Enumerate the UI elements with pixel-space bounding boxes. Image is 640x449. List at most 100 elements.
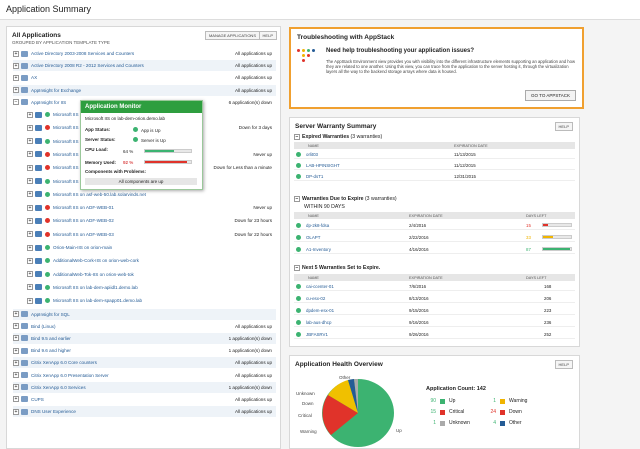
application-name[interactable]: Orion-Main-IIS on orion-main	[53, 245, 113, 250]
server-name[interactable]: lab-aus-dhcp	[306, 319, 332, 325]
manage-applications-button[interactable]: MANAGE APPLICATIONS	[204, 31, 260, 40]
next-warranty-row[interactable]: dpdem-esx-01 9/15/2016 223	[294, 306, 575, 315]
server-name[interactable]: LAB-HPINSIGHT	[306, 162, 340, 168]
expand-icon[interactable]: +	[27, 178, 33, 184]
expand-icon[interactable]: +	[13, 347, 19, 354]
application-name[interactable]: Microsoft IIS on asf-web-50.lab.solarvin…	[53, 191, 146, 197]
server-name[interactable]: A1-Inventory	[306, 246, 331, 252]
application-name[interactable]: AppInsight for Exchange	[31, 87, 82, 93]
application-name[interactable]: Bind 9.6 and higher	[31, 348, 71, 354]
application-name[interactable]: Microsoft IIS on lab-dem-apiidl1.demo.la…	[53, 284, 138, 290]
legend-item[interactable]: 1 Warning	[486, 398, 527, 404]
legend-item[interactable]: 24 Down	[486, 409, 521, 415]
expand-icon[interactable]: +	[13, 372, 19, 378]
expand-icon[interactable]: +	[27, 217, 33, 224]
application-name[interactable]: Microsoft IIS on	[53, 178, 85, 184]
application-name[interactable]: AppInsight for IIS	[31, 99, 67, 105]
expand-icon[interactable]: +	[13, 323, 19, 330]
application-group-row[interactable]: + Microsoft IIS on lab-dem-apiidl1.demo.l…	[13, 282, 276, 293]
legend-item[interactable]: 4 Other	[486, 420, 521, 426]
application-group-row[interactable]: + AppInsight for SQL	[13, 308, 276, 320]
next-warranties-header[interactable]: − Next 5 Warranties Set to Expire.	[294, 265, 381, 271]
help-button[interactable]: HELP	[258, 31, 277, 40]
expand-icon[interactable]: +	[27, 271, 33, 278]
expand-icon[interactable]: +	[27, 151, 33, 158]
application-group-row[interactable]: + Citrix XenApp 6.0 Services 1 application…	[13, 381, 276, 393]
application-group-row[interactable]: + AppInsight for Exchange All applications…	[13, 84, 276, 96]
application-group-row[interactable]: + Citrix XenApp 6.0 Core counters All appl…	[13, 357, 276, 369]
application-group-row[interactable]: + Citrix XenApp 6.0 Presentation Server Al…	[13, 370, 276, 381]
application-name[interactable]: Bind (Linux)	[31, 323, 56, 329]
pie-slice-unknown[interactable]	[354, 378, 358, 413]
application-group-row[interactable]: + DNS User Experience All applications up	[13, 406, 276, 418]
legend-item[interactable]: 15 Critical	[426, 409, 464, 415]
application-name[interactable]: Microsoft IIS	[53, 112, 79, 117]
server-name[interactable]: OLAPT	[306, 234, 321, 240]
application-name[interactable]: Active Directory 2008 R2 - 2012 Services…	[31, 63, 144, 69]
legend-item[interactable]: 90 Up	[426, 398, 455, 404]
due-warranties-header[interactable]: − Warranties Due to Expire (3 warranties)	[294, 196, 397, 202]
application-group-row[interactable]: + Bind (Linux) All applications up	[13, 321, 276, 332]
application-group-row[interactable]: + Microsoft IIS on ADF-WEB-01 Never up	[13, 202, 276, 213]
application-name[interactable]: DNS User Experience	[31, 409, 76, 415]
application-group-row[interactable]: + Active Directory 2008 R2 - 2012 Service…	[13, 60, 276, 72]
expand-icon[interactable]: +	[13, 384, 19, 391]
application-group-row[interactable]: + Active Directory 2003-2008 Services and…	[13, 48, 276, 59]
expand-icon[interactable]: +	[13, 359, 19, 366]
next-warranty-row[interactable]: cai-ccenter-01 7/6/2016 168	[294, 282, 575, 291]
application-name[interactable]: AX	[31, 75, 38, 81]
server-name[interactable]: orlit03	[306, 151, 318, 157]
expand-icon[interactable]: +	[13, 62, 19, 69]
expand-icon[interactable]: −	[13, 99, 19, 106]
application-group-row[interactable]: + Microsoft IIS on Down for 3 days	[13, 122, 276, 133]
application-name[interactable]: Microsoft IIS on ADF-WEB-03	[53, 231, 114, 237]
expand-icon[interactable]: +	[13, 74, 19, 81]
application-group-row[interactable]: + Microsoft IIS on Down for Less than a mi…	[13, 162, 276, 173]
application-name[interactable]: CUPS	[31, 396, 44, 402]
expand-icon[interactable]: +	[27, 244, 33, 251]
expand-icon[interactable]: +	[13, 87, 19, 94]
application-group-row[interactable]: + AX All applications up	[13, 72, 276, 83]
due-warranty-row[interactable]: A1-Inventory 4/16/2016 87	[294, 245, 575, 254]
expired-warranty-row[interactable]: LAB-HPINSIGHT 11/12/2015	[294, 161, 575, 170]
application-name[interactable]: Microsoft IIS on	[53, 165, 85, 171]
expand-icon[interactable]: +	[27, 138, 33, 145]
go-to-appstack-button[interactable]: GO TO APPSTACK	[524, 90, 576, 101]
expired-warranties-header[interactable]: − Expired Warranties (3 warranties)	[294, 134, 383, 140]
application-group-row[interactable]: + Bind 9.6 and higher 1 application(s) dow…	[13, 345, 276, 356]
application-group-row[interactable]: + CUPS All applications up	[13, 394, 276, 405]
expand-icon[interactable]: +	[13, 408, 19, 415]
expand-icon[interactable]: +	[27, 231, 33, 238]
application-name[interactable]: Citrix XenApp 6.0 Services	[31, 384, 86, 390]
server-name[interactable]: JBFASRV1	[306, 331, 328, 337]
server-name[interactable]: cai-ccenter-01	[306, 283, 334, 289]
due-warranty-row[interactable]: dp-2k8-fdsa 2/4/2016 15	[294, 221, 575, 230]
application-group-row[interactable]: + Microsoft IIS on asf-web-50.lab.solarvi…	[13, 189, 276, 200]
application-group-row[interactable]: + Microsoft IIS on Never up	[13, 149, 276, 160]
application-group-row[interactable]: + Microsoft IIS on ADF-WEB-03 Down for 22 …	[13, 229, 276, 240]
application-group-row[interactable]: + AdditionalWeb-Cork-IIS on orion-web-cor…	[13, 255, 276, 266]
application-name[interactable]: Microsoft IIS on lab-dem-spapp01.demo.la…	[53, 298, 143, 304]
next-warranty-row[interactable]: lab-aus-dhcp 9/16/2016 236	[294, 318, 575, 327]
expand-icon[interactable]: +	[13, 396, 19, 403]
expired-warranty-row[interactable]: DP-dsT1 12/31/2015	[294, 172, 575, 181]
application-group-row[interactable]: + Microsoft IIS on	[13, 136, 276, 147]
application-name[interactable]: Microsoft IIS on	[53, 125, 85, 131]
application-name[interactable]: Microsoft IIS on ADF-WEB-02	[53, 218, 114, 224]
next-warranty-row[interactable]: JBFASRV1 9/26/2016 252	[294, 330, 575, 339]
expand-icon[interactable]: +	[13, 311, 19, 317]
application-name[interactable]: AppInsight for SQL	[31, 311, 70, 317]
expand-icon[interactable]: +	[27, 191, 33, 198]
health-help-button[interactable]: HELP	[554, 360, 573, 369]
server-name[interactable]: DP-dsT1	[306, 173, 324, 179]
expand-icon[interactable]: +	[27, 297, 33, 304]
due-warranty-row[interactable]: OLAPT 2/22/2016 33	[294, 233, 575, 242]
application-name[interactable]: Citrix XenApp 6.0 Core counters	[31, 360, 97, 366]
next-warranty-row[interactable]: cu-esx-02 8/13/2016 206	[294, 294, 575, 303]
expand-icon[interactable]: +	[27, 124, 33, 131]
application-group-row[interactable]: + Microsoft IIS	[13, 109, 276, 120]
application-group-row[interactable]: + Bind 9.5 and earlier 1 application(s) do…	[13, 332, 276, 344]
application-group-row[interactable]: − AppInsight for IIS 6 application(s) down	[13, 97, 276, 108]
expand-icon[interactable]: +	[27, 204, 33, 211]
application-group-row[interactable]: + AdditionalWeb-Tok-IIS on orion-web-tok	[13, 269, 276, 280]
